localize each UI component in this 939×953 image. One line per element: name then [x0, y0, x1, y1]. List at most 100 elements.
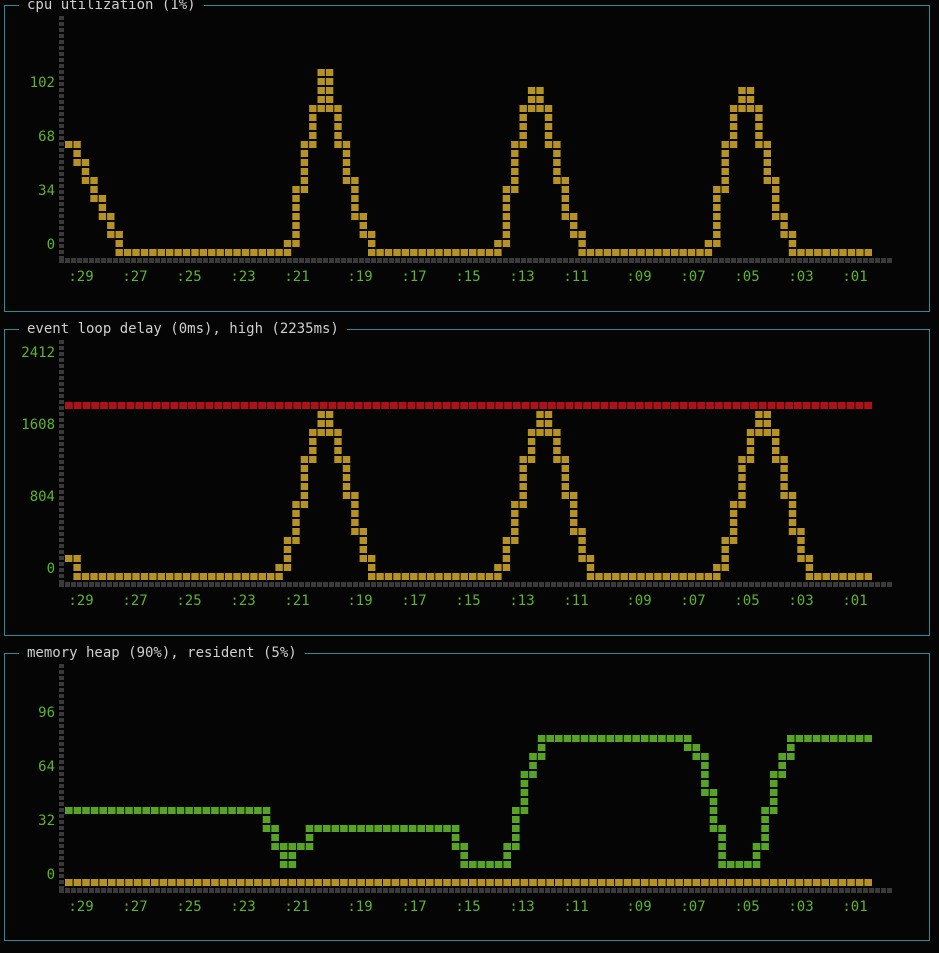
x-axis-dot [773, 888, 778, 893]
x-axis-dot [59, 888, 64, 893]
y-axis-dot [59, 166, 64, 170]
series-cell [718, 861, 726, 868]
x-axis-dot [359, 582, 364, 587]
series-cell [637, 573, 645, 580]
series-cell [359, 528, 367, 535]
series-cell [485, 249, 494, 256]
series-cell [805, 564, 814, 571]
x-axis-dot [755, 258, 760, 263]
y-axis-dot [59, 28, 64, 32]
x-axis-dot [653, 582, 658, 587]
y-axis-dot [59, 868, 64, 872]
y-axis-dot [59, 244, 64, 248]
series-cell [761, 825, 769, 832]
x-axis-dot [413, 582, 418, 587]
series-cell [763, 150, 771, 157]
series-cell [772, 186, 780, 193]
x-axis-dot [875, 258, 880, 263]
series-cell [746, 105, 755, 112]
series-cell [583, 402, 591, 409]
y-axis-dot [59, 394, 64, 398]
series-cell [788, 510, 797, 517]
x-axis-dot [707, 582, 712, 587]
series-cell [520, 789, 529, 796]
series-cell [709, 879, 718, 886]
x-axis-dot [701, 582, 706, 587]
y-axis-dot [59, 706, 64, 710]
series-cell [241, 573, 250, 580]
x-axis-dot [443, 582, 448, 587]
series-cell [687, 249, 696, 256]
x-axis-dot [851, 582, 856, 587]
series-cell [90, 186, 98, 193]
x-axis-dot [875, 888, 880, 893]
series-cell [671, 573, 679, 580]
series-cell [512, 402, 521, 409]
x-axis-dot [287, 582, 292, 587]
series-cell [788, 231, 797, 238]
series-cell [603, 249, 612, 256]
series-cell [135, 402, 144, 409]
series-cell [292, 510, 300, 517]
y-axis-dot [59, 106, 64, 110]
y-tick-label: 34 [38, 183, 55, 199]
x-axis-dot [533, 258, 538, 263]
x-tick-label: :13 [509, 899, 534, 915]
series-cell [383, 825, 391, 832]
x-axis-dot [353, 888, 358, 893]
series-cell [713, 213, 721, 220]
series-cell [325, 69, 334, 76]
series-cell [713, 222, 721, 229]
x-axis-dot [581, 888, 586, 893]
series-yellow [65, 411, 872, 580]
series-cell [570, 519, 578, 526]
x-axis-dot [293, 582, 298, 587]
y-tick-label: 68 [38, 129, 55, 145]
series-cell [98, 213, 107, 220]
cpu-utilization-panel: cpu utilization (1%) 102 68 34 0:29:27:25:2… [4, 0, 930, 312]
series-cell [116, 807, 125, 814]
series-cell [519, 483, 527, 490]
series-cell [755, 105, 763, 112]
y-axis-dot [59, 94, 64, 98]
series-cell [305, 843, 314, 850]
x-tick-label: :21 [284, 269, 309, 285]
x-tick-label: :17 [401, 593, 426, 609]
series-cell [159, 807, 168, 814]
series-cell [536, 105, 544, 112]
x-tick-label: :07 [680, 899, 705, 915]
x-axis-dot [83, 258, 88, 263]
x-axis-dot [125, 888, 130, 893]
series-cell [317, 105, 325, 112]
x-tick-label: :25 [176, 593, 201, 609]
series-cell [283, 555, 292, 562]
x-axis-dot [737, 888, 742, 893]
x-axis-dot [407, 888, 412, 893]
series-cell [502, 564, 511, 571]
x-axis-dot [101, 582, 106, 587]
series-cell [519, 474, 527, 481]
x-axis-dot [557, 582, 562, 587]
x-axis-dot [437, 258, 442, 263]
series-cell [117, 402, 126, 409]
series-cell [309, 447, 317, 454]
series-cell [73, 141, 81, 148]
x-axis-dot [683, 888, 688, 893]
x-axis-dot [197, 258, 202, 263]
series-cell [830, 573, 839, 580]
series-cell [73, 564, 81, 571]
series-cell [529, 771, 537, 778]
series-cell [649, 879, 658, 886]
series-cell [536, 96, 544, 103]
series-cell [451, 834, 460, 841]
y-axis-dot [59, 418, 64, 422]
x-axis-dot [317, 582, 322, 587]
series-cell [511, 528, 519, 535]
x-axis-dot [227, 258, 232, 263]
series-cell [401, 573, 410, 580]
series-cell [383, 879, 391, 886]
x-axis-dot [185, 582, 190, 587]
x-axis-dot [245, 258, 250, 263]
y-axis-dot [59, 400, 64, 404]
x-axis-dot [755, 582, 760, 587]
